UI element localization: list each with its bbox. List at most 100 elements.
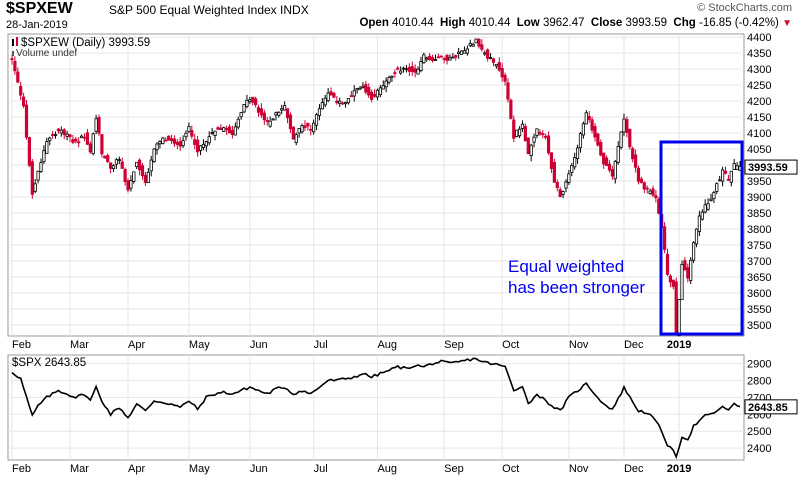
candle-body <box>401 67 406 70</box>
candlestick-icon <box>12 39 14 46</box>
main-legend: $SPXEW (Daily) 3993.59 <box>21 37 150 49</box>
candle-body <box>587 116 591 120</box>
sub-y-tick-label: 2400 <box>747 443 771 455</box>
candle-body <box>454 55 458 58</box>
candle-body <box>604 157 609 166</box>
candle-body <box>280 108 284 111</box>
candle-body <box>602 152 606 165</box>
candle-body <box>529 144 533 156</box>
candle-body <box>486 49 490 59</box>
candle-body <box>729 170 733 183</box>
candle-body <box>338 100 342 104</box>
candle-body <box>245 99 249 107</box>
candle-body <box>254 98 258 106</box>
close-value: 3993.59 <box>625 17 668 29</box>
candle-body <box>468 43 472 47</box>
candle-body <box>720 169 725 182</box>
candle-body <box>451 56 455 59</box>
candle-body <box>430 57 435 62</box>
low-value: 3962.47 <box>542 17 585 29</box>
candle-body <box>645 187 649 190</box>
candle-body <box>300 125 304 133</box>
candle-body <box>555 182 559 189</box>
sub-last-value-label: 2643.85 <box>748 402 788 414</box>
main-y-tick-label: 3650 <box>747 272 771 284</box>
candle-body <box>483 52 487 55</box>
main-x-tick-label: Jun <box>250 339 268 351</box>
chg-value: -16.85 (-0.42%) <box>698 17 779 29</box>
candle-body <box>309 128 313 131</box>
candle-body <box>164 139 168 142</box>
main-y-tick-label: 3750 <box>747 240 771 252</box>
candle-body <box>480 44 484 50</box>
candle-body <box>616 145 620 163</box>
high-label: High <box>440 17 466 29</box>
brand-watermark: © StockCharts.com <box>697 2 792 14</box>
main-x-tick-label: May <box>189 339 210 351</box>
candle-body <box>506 82 510 100</box>
candle-body <box>53 134 58 136</box>
candle-body <box>335 100 339 104</box>
candle-body <box>352 90 356 97</box>
candle-body <box>149 159 153 172</box>
candle-body <box>636 167 641 182</box>
candle-body <box>384 80 388 88</box>
index-name: S&P 500 Equal Weighted Index INDX <box>109 3 309 17</box>
close-label: Close <box>590 17 623 29</box>
candle-body <box>558 189 562 198</box>
candle-body <box>642 182 646 190</box>
candle-body <box>109 162 113 169</box>
sub-x-tick-label: Dec <box>624 463 644 475</box>
candle-body <box>314 114 319 126</box>
candle-body <box>317 108 322 116</box>
candle-body <box>500 67 504 78</box>
candle-body <box>648 190 652 194</box>
main-y-tick-label: 3950 <box>747 176 771 188</box>
candle-body <box>262 112 266 121</box>
candle-body <box>283 105 287 111</box>
candle-body <box>546 135 551 154</box>
candle-body <box>30 161 34 195</box>
candle-body <box>364 84 368 93</box>
candle-body <box>723 170 728 174</box>
candle-body <box>535 128 539 136</box>
candle-body <box>654 195 658 199</box>
candle-body <box>607 163 612 171</box>
main-y-tick-label: 4350 <box>747 48 771 60</box>
candle-body <box>85 132 90 145</box>
candle-body <box>291 126 295 140</box>
candle-body <box>265 119 269 122</box>
candle-body <box>13 60 17 72</box>
candle-body <box>509 99 513 119</box>
candle-body <box>288 114 293 130</box>
main-y-tick-label: 4400 <box>747 32 771 44</box>
candle-body <box>613 160 617 180</box>
candle-body <box>219 127 223 130</box>
candle-body <box>462 50 467 54</box>
candle-body <box>42 150 46 163</box>
main-x-tick-label: Feb <box>12 339 31 351</box>
candle-body <box>201 143 206 148</box>
sub-x-tick-label: Oct <box>502 463 519 475</box>
candle-body <box>140 165 145 177</box>
candle-body <box>390 75 394 78</box>
main-x-tick-label: Sep <box>444 339 464 351</box>
candle-body <box>619 131 623 148</box>
candle-body <box>268 120 272 127</box>
candle-body <box>552 162 556 183</box>
candle-body <box>570 165 574 173</box>
candle-body <box>448 57 452 61</box>
candle-body <box>341 102 345 105</box>
candle-body <box>236 118 240 128</box>
main-x-tick-label: Dec <box>624 339 644 351</box>
candle-body <box>515 129 519 138</box>
candle-body <box>503 74 507 82</box>
candle-body <box>248 99 252 102</box>
sub-last-value-tag <box>744 399 798 415</box>
candle-body <box>517 128 522 137</box>
annotation-line-1: Equal weighted <box>508 257 624 276</box>
spx-line <box>11 357 741 460</box>
candle-body <box>378 87 382 96</box>
candle-body <box>169 138 174 141</box>
